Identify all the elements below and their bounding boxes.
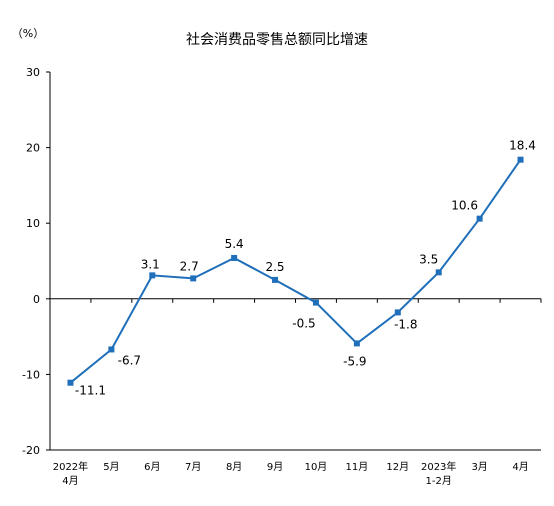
y-axis-unit-label: （%） bbox=[12, 27, 44, 40]
y-tick-label: 10 bbox=[26, 217, 40, 230]
data-point bbox=[190, 275, 197, 282]
data-label: 2.7 bbox=[180, 259, 199, 273]
chart-title: 社会消费品零售总额同比增速 bbox=[186, 32, 368, 48]
data-point bbox=[67, 379, 74, 386]
data-label: 3.5 bbox=[419, 252, 438, 266]
data-label: -0.5 bbox=[292, 317, 315, 331]
plot-area: -11.1 -6.7 3.1 2.7 5.4 2.5 -0.5 -5.9 -1.8 3.5 10.6… bbox=[67, 139, 536, 398]
data-point bbox=[517, 156, 524, 163]
y-tick-label: 20 bbox=[26, 142, 40, 155]
x-tick-label: 7月 bbox=[185, 461, 201, 473]
x-tick-label: 2022年 4月 bbox=[53, 460, 88, 487]
axes: 30 20 10 0 -10 -20 2022年 4月 5月 6月 7月 8月 9月 10月 11月 12月 2… bbox=[22, 66, 542, 487]
data-point bbox=[394, 309, 401, 316]
data-point bbox=[108, 346, 115, 353]
x-tick-label: 5月 bbox=[103, 461, 119, 473]
data-label: -1.8 bbox=[394, 317, 417, 331]
y-tick-label: 30 bbox=[26, 66, 40, 79]
data-point bbox=[231, 254, 238, 261]
x-tick-label: 9月 bbox=[267, 461, 283, 473]
data-point bbox=[353, 340, 360, 347]
x-tick-label: 11月 bbox=[346, 461, 369, 473]
x-tick-label: 8月 bbox=[226, 461, 242, 473]
data-point bbox=[435, 269, 442, 276]
x-tick-label: 10月 bbox=[305, 461, 328, 473]
x-tick-label: 2023年 1-2月 bbox=[421, 460, 456, 487]
series-line bbox=[69, 159, 522, 384]
data-point bbox=[312, 299, 319, 306]
y-tick-label: 0 bbox=[33, 293, 40, 306]
y-tick-label: -10 bbox=[22, 368, 40, 381]
x-tick-label: 3月 bbox=[471, 461, 487, 473]
data-point bbox=[272, 276, 279, 283]
y-tick-label: -20 bbox=[22, 444, 40, 457]
data-label: 5.4 bbox=[225, 237, 244, 251]
data-point bbox=[149, 272, 156, 279]
x-tick-label: 12月 bbox=[386, 461, 409, 473]
data-label: 18.4 bbox=[509, 139, 536, 153]
data-point bbox=[476, 215, 483, 222]
data-label: 10.6 bbox=[451, 199, 478, 213]
data-label: 2.5 bbox=[265, 260, 284, 274]
data-label: -11.1 bbox=[75, 384, 106, 398]
x-tick-label: 6月 bbox=[144, 461, 160, 473]
data-label: 3.1 bbox=[141, 257, 160, 271]
data-label: -5.9 bbox=[343, 354, 366, 368]
x-tick-label: 4月 bbox=[512, 461, 528, 473]
data-label: -6.7 bbox=[118, 353, 141, 367]
